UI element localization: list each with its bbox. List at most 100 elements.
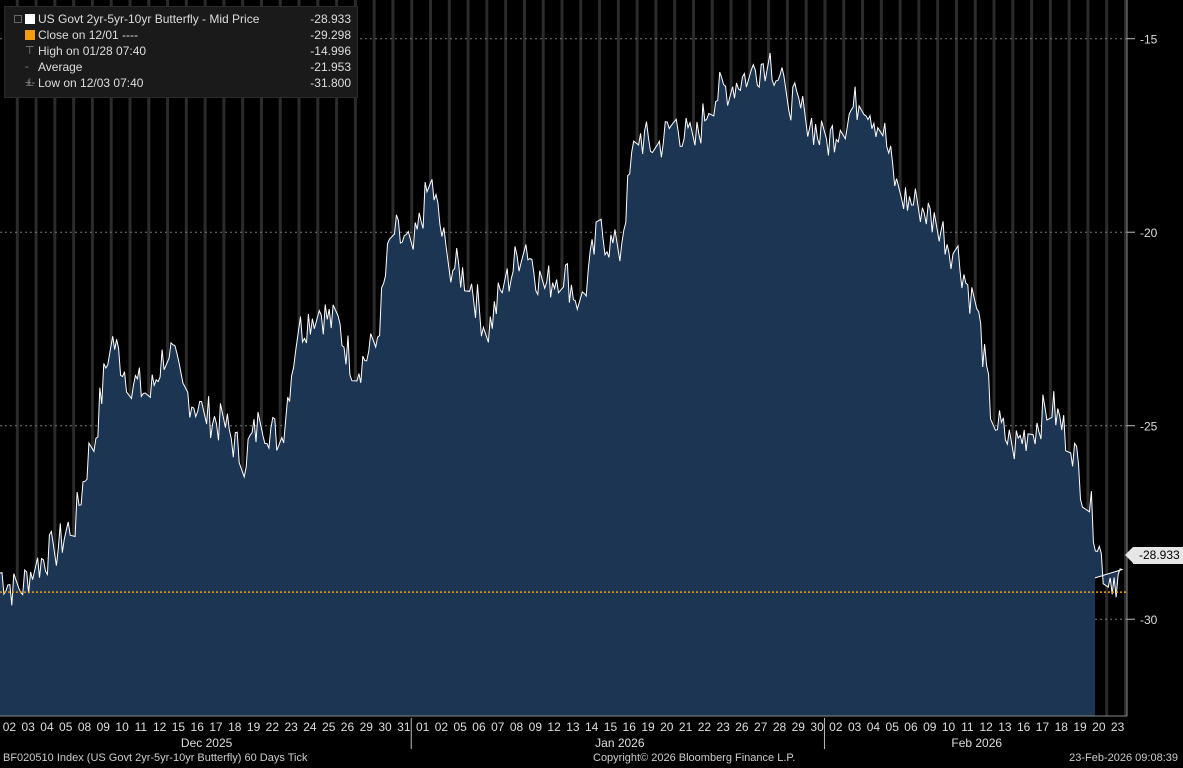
x-tick-label: 16 (623, 720, 637, 734)
x-tick-label: 05 (59, 720, 73, 734)
y-tick-label: -20 (1140, 226, 1158, 240)
x-tick-label: 04 (867, 720, 881, 734)
session-gap (34, 0, 38, 716)
x-tick-label: 19 (247, 720, 261, 734)
x-tick-label: 26 (341, 720, 355, 734)
session-gap (241, 0, 245, 716)
x-tick-label: 05 (886, 720, 900, 734)
x-tick-label: 09 (97, 720, 111, 734)
legend-row-low: ⊥ Low on 12/03 07:40 -31.800 (5, 75, 357, 91)
x-tick-label: 18 (1055, 720, 1069, 734)
x-tick-label: 24 (303, 720, 317, 734)
x-tick-label: 29 (792, 720, 806, 734)
legend-value: -29.298 (310, 28, 351, 42)
x-tick-label: 11 (135, 720, 148, 734)
x-tick-label: 22 (698, 720, 712, 734)
x-tick-label: 29 (360, 720, 374, 734)
y-tick-label: -30 (1140, 613, 1158, 627)
session-gap (1048, 0, 1052, 716)
session-gap (166, 0, 170, 716)
x-tick-label: 07 (491, 720, 505, 734)
x-tick-label: 02 (3, 720, 17, 734)
x-tick-label: 06 (904, 720, 918, 734)
legend-row-average: -+- Average -21.953 (5, 59, 357, 90)
session-gap (1030, 0, 1034, 716)
average-marker-icon: -+- (25, 61, 36, 90)
x-tick-label: 26 (735, 720, 749, 734)
x-tick-label: 15 (172, 720, 186, 734)
x-tick-label: 02 (435, 720, 449, 734)
legend-swatch-orange (25, 30, 35, 40)
legend-value: -21.953 (310, 60, 351, 74)
x-tick-label: 05 (454, 720, 468, 734)
legend-value: -28.933 (310, 12, 351, 26)
legend-label: Close on 12/01 ---- (38, 28, 139, 42)
x-tick-label: 20 (660, 720, 674, 734)
footer-ticker: BF020510 Index (US Govt 2yr-5yr-10yr But… (3, 752, 308, 764)
session-gap (1067, 0, 1071, 716)
legend-label: US Govt 2yr-5yr-10yr Butterfly - Mid Pri… (38, 12, 260, 26)
x-tick-label: 31 (397, 720, 411, 734)
x-tick-label: 13 (998, 720, 1012, 734)
legend: US Govt 2yr-5yr-10yr Butterfly - Mid Pri… (4, 6, 358, 98)
x-tick-label: 08 (78, 720, 92, 734)
high-marker-icon: ⊤ (25, 45, 35, 57)
current-value-label: -28.933 (1125, 547, 1183, 564)
legend-row-price: US Govt 2yr-5yr-10yr Butterfly - Mid Pri… (5, 11, 357, 27)
price-line (0, 52, 1124, 606)
x-tick-label: 30 (378, 720, 392, 734)
x-tick-label: 30 (810, 720, 824, 734)
session-gap (353, 0, 357, 716)
x-tick-label: 23 (716, 720, 730, 734)
x-tick-label: 10 (942, 720, 956, 734)
low-marker-icon: ⊥ (25, 77, 35, 89)
session-gap (222, 0, 226, 716)
x-tick-label: 08 (510, 720, 524, 734)
session-gap (53, 0, 57, 716)
x-tick-label: 28 (773, 720, 787, 734)
x-tick-label: 01 (416, 720, 430, 734)
legend-row-high: ⊤ High on 01/28 07:40 -14.996 (5, 43, 357, 59)
legend-swatch-white (25, 14, 35, 24)
x-tick-label: 20 (1092, 720, 1106, 734)
x-tick-label: 14 (585, 720, 599, 734)
footer-timestamp: 23-Feb-2026 09:08:39 (1069, 752, 1178, 764)
x-tick-label: 16 (1017, 720, 1031, 734)
x-tick-label: 21 (679, 720, 693, 734)
y-axis: -15 -20 -25 -30 (1127, 33, 1158, 627)
x-axis-day-labels: 02 03 04 05 08 09 10 11 12 15 16 17 18 19 22 23 24 25 26 29… (3, 720, 1125, 734)
session-gap (992, 0, 996, 716)
price-area (0, 53, 1122, 716)
session-gap (15, 0, 19, 716)
x-tick-label: 23 (1111, 720, 1125, 734)
x-tick-label: 15 (604, 720, 618, 734)
legend-row-close: Close on 12/01 ---- -29.298 (5, 27, 357, 43)
x-tick-label: 09 (923, 720, 937, 734)
legend-value: -14.996 (310, 44, 351, 58)
x-tick-label: 12 (547, 720, 561, 734)
x-tick-label: 03 (848, 720, 862, 734)
y-tick-label: -15 (1140, 33, 1158, 47)
x-tick-label: 19 (1073, 720, 1087, 734)
session-gap (1086, 0, 1090, 716)
session-gap (147, 0, 151, 716)
x-tick-label: 17 (1036, 720, 1050, 734)
x-tick-label: 22 (266, 720, 280, 734)
x-tick-label: 13 (566, 720, 580, 734)
x-tick-label: 27 (754, 720, 768, 734)
month-label: Feb 2026 (951, 736, 1002, 750)
x-tick-label: 10 (115, 720, 129, 734)
x-tick-label: 25 (322, 720, 336, 734)
session-gap (203, 0, 207, 716)
session-gap (72, 0, 76, 716)
x-tick-label: 12 (979, 720, 993, 734)
session-gap (90, 0, 94, 716)
session-gap (1105, 0, 1109, 716)
legend-label: Low on 12/03 07:40 (38, 76, 144, 90)
x-tick-label: 19 (641, 720, 655, 734)
x-tick-label: 04 (40, 720, 54, 734)
x-tick-label: 16 (191, 720, 205, 734)
legend-collapse-icon[interactable] (14, 15, 22, 23)
session-gap (1124, 0, 1127, 716)
